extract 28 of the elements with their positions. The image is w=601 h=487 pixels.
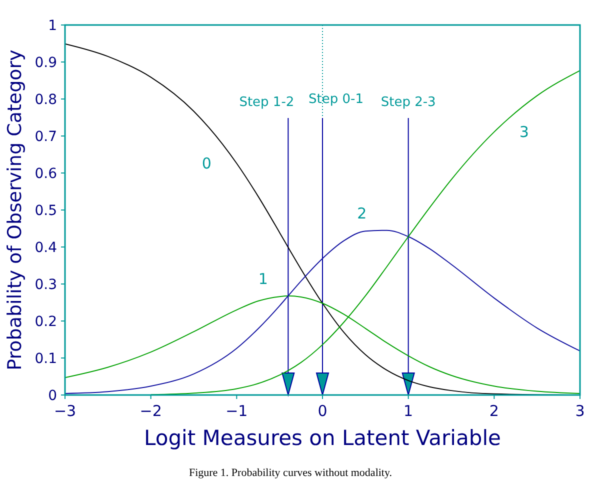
x-tick-label: 2 xyxy=(489,402,499,420)
series-label: 1 xyxy=(258,270,268,288)
y-tick-label: 0.3 xyxy=(34,277,57,293)
y-tick-label: 0.2 xyxy=(34,314,57,330)
y-tick-label: 1 xyxy=(48,18,57,34)
series-label: 3 xyxy=(519,122,529,141)
series-label: 2 xyxy=(357,204,367,222)
x-tick-label: −3 xyxy=(54,402,76,420)
x-tick-label: 1 xyxy=(404,402,414,420)
caption: Figure 1. Probability curves without modality. xyxy=(188,467,392,479)
x-axis-title: Logit Measures on Latent Variable xyxy=(144,426,501,450)
x-tick-label: 0 xyxy=(318,402,328,420)
x-tick-label: −1 xyxy=(226,402,248,420)
y-tick-label: 0.4 xyxy=(34,240,58,256)
x-tick-label: −2 xyxy=(140,402,162,420)
ref-line-label: Step 2-3 xyxy=(380,95,436,110)
y-tick-label: 0 xyxy=(48,388,57,404)
series-label: 0 xyxy=(202,154,212,172)
ref-line-label: Step 0-1 xyxy=(308,92,364,107)
y-tick-label: 0.5 xyxy=(34,203,57,219)
y-tick-label: 0.8 xyxy=(34,92,57,108)
y-tick-label: 0.6 xyxy=(34,166,58,182)
ref-line-label: Step 1-2 xyxy=(239,95,294,110)
y-axis-title: Probability of Observing Category xyxy=(4,50,26,370)
y-tick-label: 0.1 xyxy=(34,351,57,367)
y-tick-label: 0.9 xyxy=(34,55,57,71)
x-tick-label: 3 xyxy=(575,402,585,420)
y-tick-label: 0.7 xyxy=(34,129,57,145)
